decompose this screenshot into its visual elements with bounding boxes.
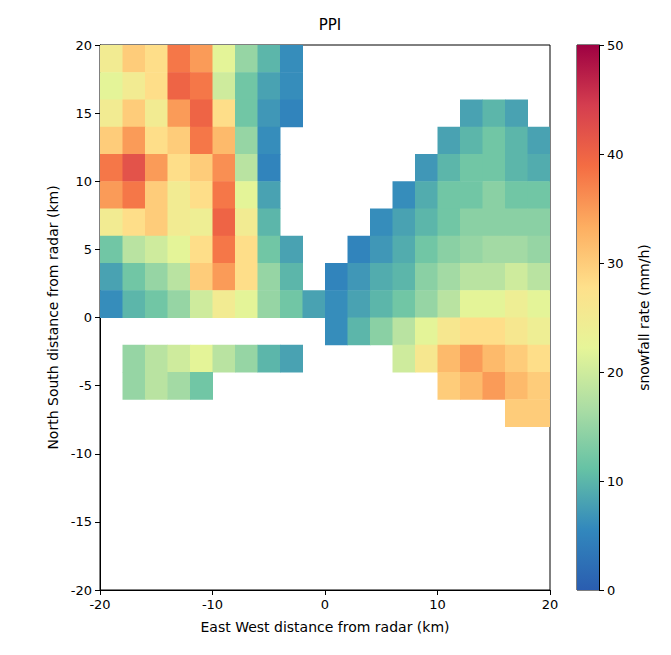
svg-text:30: 30 (607, 256, 624, 271)
svg-text:-5: -5 (79, 378, 92, 393)
svg-text:40: 40 (607, 147, 624, 162)
svg-text:5: 5 (84, 242, 92, 257)
svg-text:North South distance from rada: North South distance from radar (km) (45, 185, 61, 449)
svg-text:10: 10 (75, 174, 92, 189)
svg-text:50: 50 (607, 38, 624, 53)
svg-text:10: 10 (607, 474, 624, 489)
svg-text:20: 20 (542, 597, 559, 612)
svg-text:15: 15 (75, 106, 92, 121)
svg-text:10: 10 (429, 597, 446, 612)
svg-text:20: 20 (607, 365, 624, 380)
svg-text:PPI: PPI (319, 16, 342, 34)
svg-text:20: 20 (75, 38, 92, 53)
svg-text:-10: -10 (202, 597, 223, 612)
svg-text:0: 0 (84, 310, 92, 325)
svg-text:0: 0 (607, 583, 615, 598)
svg-text:-10: -10 (71, 446, 92, 461)
svg-text:0: 0 (321, 597, 329, 612)
svg-text:-15: -15 (71, 514, 92, 529)
svg-text:-20: -20 (89, 597, 110, 612)
svg-text:-20: -20 (71, 583, 92, 598)
svg-text:snowfall rate (mm/h): snowfall rate (mm/h) (636, 244, 652, 391)
svg-text:East West distance from radar: East West distance from radar (km) (200, 619, 449, 635)
